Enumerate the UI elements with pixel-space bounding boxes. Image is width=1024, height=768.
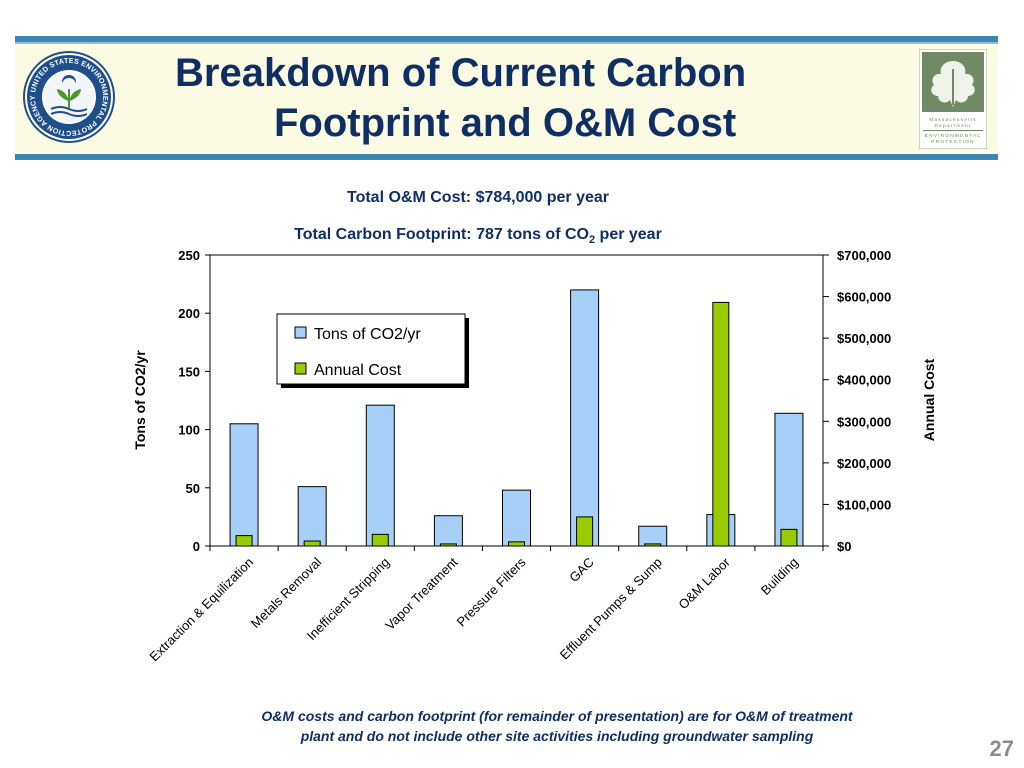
right-axis-tick-label: $600,000 [837, 290, 891, 305]
bar-co2 [229, 423, 259, 547]
right-axis-tick-label: $700,000 [837, 248, 891, 263]
bar-co2 [774, 412, 804, 547]
bar-co2 [638, 525, 668, 547]
bar-co2 [502, 489, 531, 547]
chart-title-line-2-end: per year [595, 226, 662, 243]
x-axis-category-label: Pressure Filters [454, 554, 529, 629]
slide-header: UNITED STATES ENVIRONMENTAL PROTECTION A… [15, 36, 998, 160]
x-axis-category-label: Building [758, 555, 801, 598]
bar-cost [371, 533, 389, 547]
left-axis-tick-label: 250 [178, 248, 200, 263]
left-axis-tick-label: 150 [178, 364, 200, 379]
right-axis-tick-label: $200,000 [837, 456, 891, 471]
page-number: 27 [989, 736, 1014, 761]
chart-title-line-2-main: Total Carbon Footprint: 787 tons of CO [294, 226, 589, 243]
bar-cost [780, 528, 798, 547]
footnote-line-1: O&M costs and carbon footprint (for rema… [261, 708, 853, 724]
svg-text:ENVIRONMENTAL: ENVIRONMENTAL [925, 133, 982, 139]
epa-seal-logo: UNITED STATES ENVIRONMENTAL PROTECTION A… [23, 51, 115, 143]
x-axis-category-label: Vapor Treatment [382, 554, 461, 633]
header-bottom-rule [15, 154, 998, 160]
plot-area-frame [209, 254, 824, 547]
left-axis-label: Tons of CO2/yr [132, 350, 148, 450]
header-top-rule-light [15, 42, 998, 44]
bar-co2 [433, 515, 463, 547]
chart-title-line-1: Total O&M Cost: $784,000 per year [347, 189, 609, 206]
chart-title-line-2-subscript: 2 [589, 234, 595, 246]
left-axis-tick-label: 100 [178, 423, 200, 438]
right-axis-tick-label: $100,000 [837, 497, 891, 512]
svg-text:Department: Department [934, 123, 971, 129]
right-axis-tick-label: $400,000 [837, 373, 891, 388]
massdep-logo: Massachusetts Department ENVIRONMENTAL P… [919, 49, 987, 149]
right-axis-tick-label: $300,000 [837, 414, 891, 429]
svg-text:Massachusetts: Massachusetts [929, 117, 977, 123]
legend-box [276, 313, 466, 385]
left-axis-tick-label: 0 [193, 539, 200, 554]
bar-cost [235, 535, 253, 547]
bar-co2 [570, 289, 600, 547]
chart-title-line-2: Total Carbon Footprint: 787 tons of CO2 … [294, 226, 662, 246]
series-cost-bars [235, 301, 798, 547]
bar-co2 [365, 404, 395, 547]
legend-swatch-co2 [294, 326, 307, 339]
right-axis-tick-label: $0 [837, 539, 851, 554]
x-axis-category-label: O&M Labor [675, 554, 733, 612]
bar-cost [508, 541, 525, 547]
right-axis-label: Annual Cost [921, 358, 937, 441]
left-axis-tick-label: 50 [186, 481, 200, 496]
legend-label-co2: Tons of CO2/yr [314, 326, 421, 343]
bar-co2 [297, 486, 327, 547]
header-band [15, 44, 998, 154]
x-axis-category-label: Extraction & Equilization [146, 555, 256, 665]
legend-swatch-cost [294, 362, 307, 375]
right-y-axis: $0 $100,000 $200,000 $300,000 $400,000 $500,0… [823, 248, 891, 554]
footnote-line-2: plant and do not include other site acti… [300, 728, 814, 744]
bar-cost [303, 540, 321, 547]
legend-label-cost: Annual Cost [314, 362, 402, 379]
x-axis-category-label: GAC [566, 555, 597, 586]
header-top-rule [15, 36, 998, 42]
right-axis-tick-label: $500,000 [837, 331, 891, 346]
svg-text:PROTECTION: PROTECTION [931, 139, 974, 145]
x-axis-category-label: Metals Removal [248, 554, 325, 631]
bar-cost [576, 516, 594, 547]
slide-title: Breakdown of Current Carbon Footprint an… [135, 48, 915, 148]
slide-title-line-1: Breakdown of Current Carbon [175, 51, 747, 95]
bar-cost [712, 301, 730, 547]
left-axis-tick-label: 200 [178, 306, 200, 321]
chart-legend: Tons of CO2/yr Annual Cost [276, 313, 469, 388]
slide-title-line-2: Footprint and O&M Cost [274, 101, 737, 145]
left-y-axis: 0 50 100 150 200 250 [178, 248, 210, 554]
